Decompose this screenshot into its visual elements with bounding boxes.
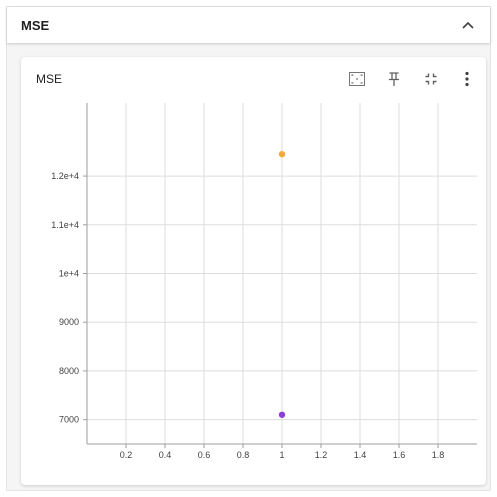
x-tick-label: 1.4 [354, 450, 367, 460]
scalar-section: MSE MSE [6, 6, 491, 491]
chart-axes [83, 103, 477, 448]
mse-scatter-chart[interactable]: 0.2 0.4 0.6 0.8 1 1.2 1.4 1.6 1.8 7000 8000 9000 1e+… [21, 57, 486, 485]
minimize-icon[interactable] [421, 69, 441, 89]
chevron-up-icon[interactable] [458, 15, 478, 35]
section-title: MSE [21, 18, 50, 33]
x-tick-label: 1 [279, 450, 284, 460]
tick-labels: 0.2 0.4 0.6 0.8 1 1.2 1.4 1.6 1.8 7000 8000 9000 1e+… [51, 171, 444, 460]
x-tick-label: 0.6 [198, 450, 211, 460]
card-title: MSE [36, 72, 63, 86]
y-tick-label: 8000 [59, 366, 79, 376]
section-header[interactable]: MSE [7, 7, 490, 43]
x-tick-label: 0.2 [120, 450, 133, 460]
x-tick-label: 1.2 [315, 450, 328, 460]
data-point [278, 150, 286, 158]
x-tick-label: 1.6 [393, 450, 406, 460]
x-tick-label: 0.8 [237, 450, 250, 460]
y-tick-label: 7000 [59, 415, 79, 425]
y-tick-label: 1.2e+4 [51, 171, 79, 181]
x-tick-label: 1.8 [432, 450, 445, 460]
data-point [278, 411, 286, 418]
x-tick-label: 0.4 [159, 450, 172, 460]
y-tick-label: 9000 [59, 317, 79, 327]
pin-icon[interactable] [384, 69, 404, 89]
more-vertical-icon[interactable] [457, 69, 477, 89]
grid-lines [87, 103, 477, 444]
fit-to-data-icon[interactable] [347, 69, 367, 89]
chart-card: MSE 0 [21, 57, 486, 485]
y-tick-label: 1.1e+4 [51, 220, 79, 230]
data-points [278, 150, 286, 418]
y-tick-label: 1e+4 [59, 269, 79, 279]
